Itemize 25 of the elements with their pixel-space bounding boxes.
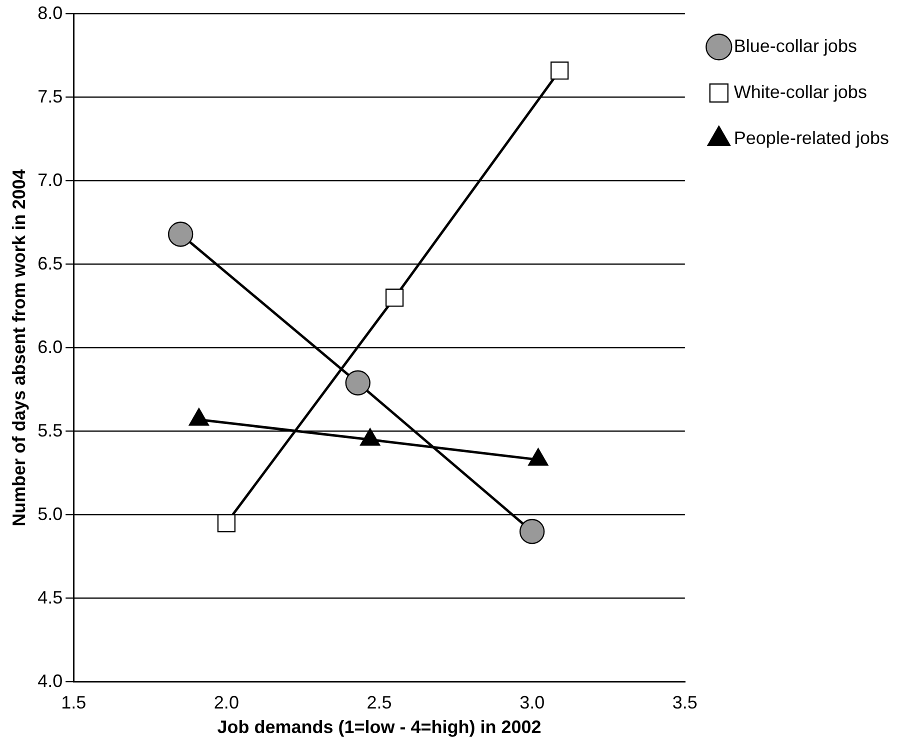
point (385, 288, 404, 307)
x-tick-label: 2.0 (214, 692, 239, 713)
x-tick-label: 1.5 (61, 692, 86, 713)
point (345, 370, 370, 396)
y-tick-label: 5.5 (38, 420, 63, 440)
point (519, 518, 545, 544)
legend-label: White-collar jobs (734, 82, 867, 102)
point (217, 514, 236, 532)
y-tick-label: 4.5 (38, 587, 63, 608)
legend-label: Blue-collar jobs (734, 36, 857, 56)
y-tick-label: 8.0 (38, 2, 63, 23)
x-tick-label: 3.5 (672, 692, 698, 713)
legend-label: People-related jobs (734, 128, 890, 148)
point (550, 61, 569, 80)
x-axis-title: Job demands (1=low - 4=high) in 2002 (217, 717, 542, 738)
y-tick-label: 6.0 (38, 336, 63, 357)
y-tick-label: 5.0 (38, 504, 63, 524)
y-tick-label: 7.5 (38, 86, 63, 106)
y-tick-label: 7.0 (38, 170, 63, 190)
y-tick-label: 6.5 (38, 253, 63, 274)
point (168, 222, 194, 247)
y-tick-label: 4.0 (38, 670, 63, 691)
x-tick-label: 3.0 (520, 692, 545, 713)
x-tick-label: 2.5 (366, 692, 392, 713)
y-axis-title: Number of days absent from work in 2004 (8, 169, 29, 526)
